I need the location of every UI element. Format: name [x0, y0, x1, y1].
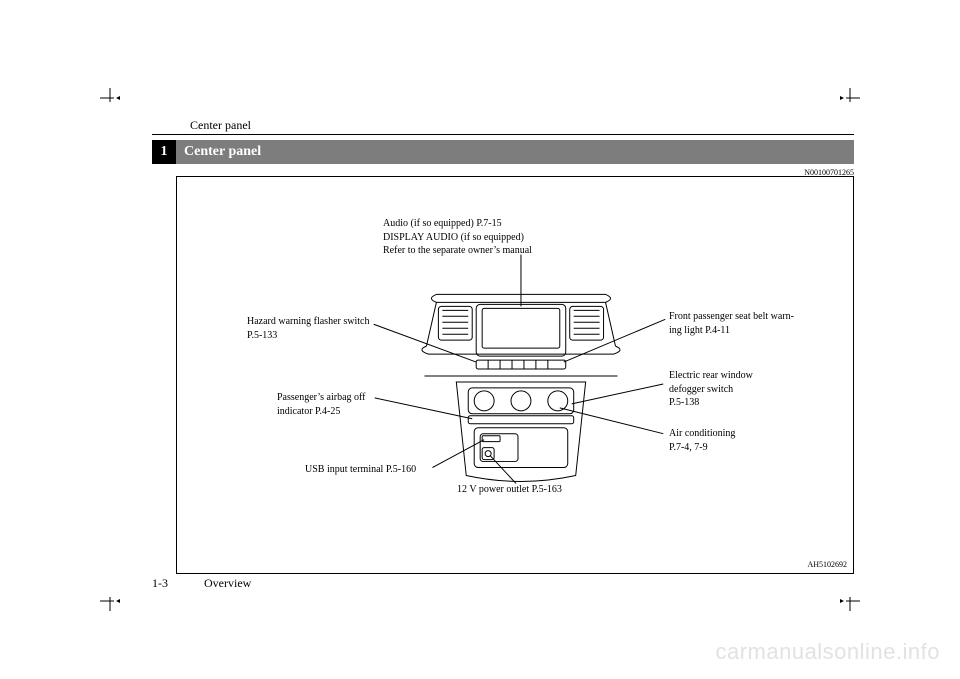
label-usb: USB input terminal P.5-160 — [305, 463, 435, 477]
label-airbag-off-line1: Passenger’s airbag off — [277, 391, 377, 405]
label-audio: Audio (if so equipped) P.7-15 DISPLAY AU… — [383, 217, 583, 258]
label-audio-line2: DISPLAY AUDIO (if so equipped) — [383, 231, 583, 245]
label-hazard-line1: Hazard warning flasher switch — [247, 315, 377, 329]
label-airbag-off-line2: indicator P.4-25 — [277, 405, 377, 419]
label-defogger-line3: P.5-138 — [669, 396, 789, 410]
label-ac-line1: Air conditioning — [669, 427, 789, 441]
watermark: carmanualsonline.info — [715, 639, 940, 665]
crop-mark-top-right — [840, 88, 860, 108]
manual-page: Center panel 1 Center panel N00100701265 — [0, 0, 960, 679]
footer-page-number: 1-3 — [152, 576, 168, 591]
footer-section: Overview — [204, 576, 251, 591]
label-hazard-line2: P.5-133 — [247, 329, 377, 343]
label-audio-line3: Refer to the separate owner’s manual — [383, 244, 583, 258]
crop-mark-bottom-left — [100, 591, 120, 611]
crop-mark-bottom-right — [840, 591, 860, 611]
chapter-number-box: 1 — [152, 140, 176, 164]
figure-frame: Audio (if so equipped) P.7-15 DISPLAY AU… — [176, 176, 854, 574]
label-air-conditioning: Air conditioning P.7-4, 7-9 — [669, 427, 789, 454]
label-defogger: Electric rear window defogger switch P.5… — [669, 369, 789, 410]
label-ac-line2: P.7-4, 7-9 — [669, 441, 789, 455]
figure-code: AH5102692 — [807, 560, 847, 569]
section-title-bar: Center panel — [176, 140, 854, 164]
label-defogger-line1: Electric rear window — [669, 369, 789, 383]
label-defogger-line2: defogger switch — [669, 383, 789, 397]
label-airbag-off: Passenger’s airbag off indicator P.4-25 — [277, 391, 377, 418]
label-front-passenger-line1: Front passenger seat belt warn- — [669, 310, 819, 324]
header-rule — [152, 134, 854, 135]
label-hazard: Hazard warning flasher switch P.5-133 — [247, 315, 377, 342]
crop-mark-top-left — [100, 88, 120, 108]
label-audio-line1: Audio (if so equipped) P.7-15 — [383, 217, 583, 231]
label-front-passenger: Front passenger seat belt warn- ing ligh… — [669, 310, 819, 337]
label-front-passenger-line2: ing light P.4-11 — [669, 324, 819, 338]
label-power-outlet: 12 V power outlet P.5-163 — [457, 483, 617, 497]
running-title: Center panel — [190, 118, 251, 133]
